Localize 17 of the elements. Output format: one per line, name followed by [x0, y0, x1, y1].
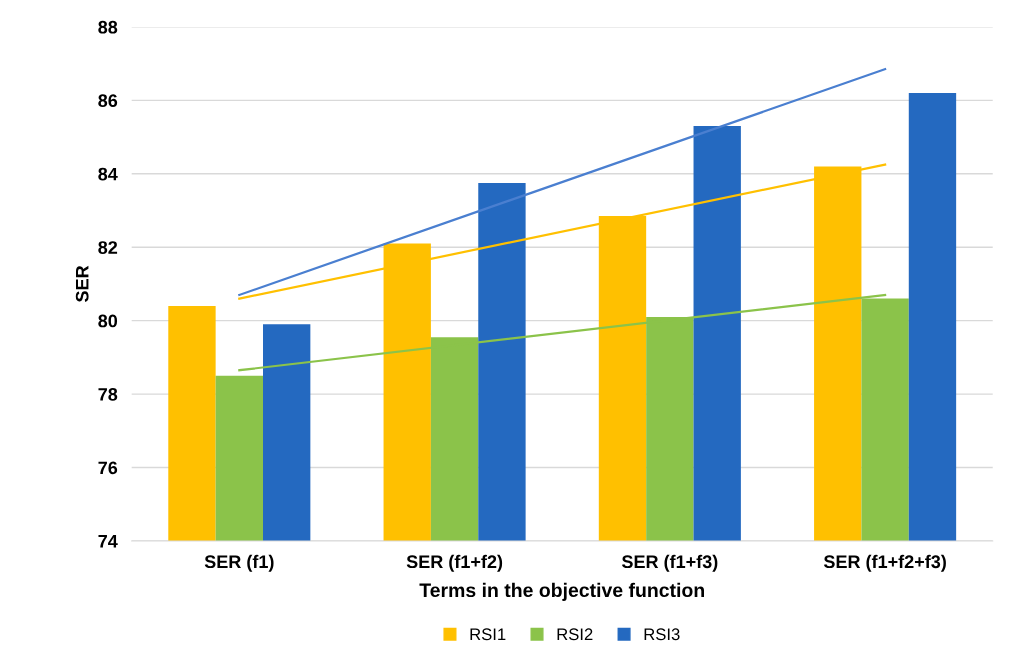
y-tick-label: 74 — [98, 535, 118, 548]
y-tick-label: 82 — [98, 241, 118, 254]
y-tick-label: 76 — [98, 461, 118, 475]
x-tick-label: SER (f1+f3) — [621, 554, 718, 572]
y-tick-label: 86 — [98, 94, 118, 108]
x-tick-label: SER (f1) — [204, 554, 274, 572]
y-tick-label: 80 — [98, 314, 118, 328]
x-tick-label: SER (f1+f2+f3) — [823, 554, 946, 572]
legend-label: RSI3 — [644, 628, 680, 641]
x-axis-title: Terms in the objective function — [419, 582, 704, 601]
y-tick-label: 88 — [98, 20, 118, 34]
legend-label: RSI1 — [470, 628, 506, 641]
y-axis-title: SER — [75, 265, 89, 302]
y-tick-label: 84 — [98, 167, 118, 181]
legend-label: RSI2 — [557, 628, 593, 641]
y-tick-label: 78 — [98, 388, 118, 401]
x-tick-label: SER (f1+f2) — [406, 554, 503, 572]
